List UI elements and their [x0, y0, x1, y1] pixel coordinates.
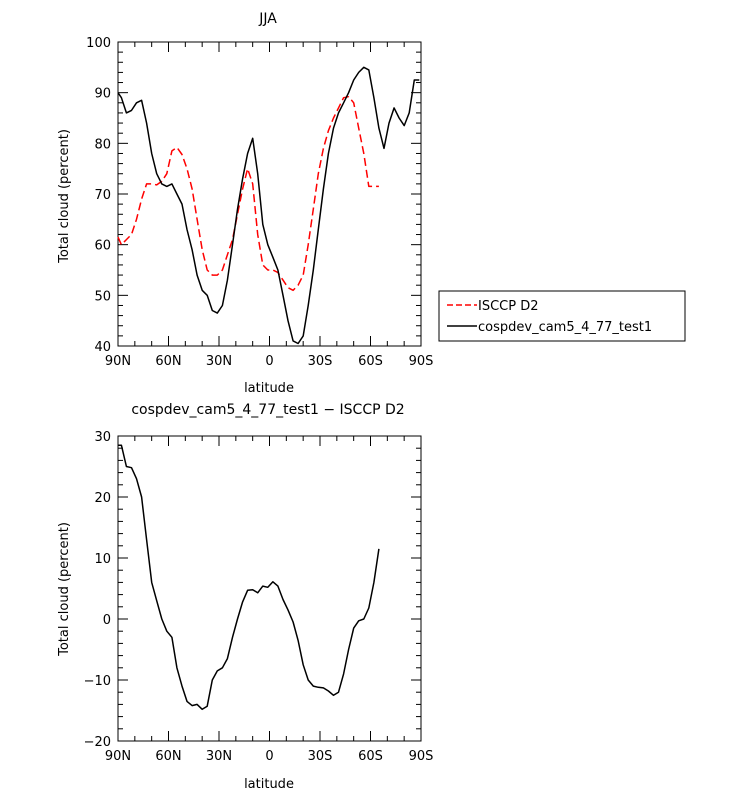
top-y-tick-label: 100: [86, 36, 111, 51]
top-plot-area: 90N 60N 30N 0 30S 60S 90S 40 50 60 70 80 90 100: [86, 36, 433, 369]
top-x-tick-label: 60N: [155, 354, 181, 369]
top-series-line-1: [117, 95, 379, 292]
legend-label-isccp: ISCCP D2: [478, 299, 539, 314]
top-y-tick-label: 60: [94, 239, 111, 254]
top-x-tick-label: 30N: [206, 354, 232, 369]
legend: ISCCP D2 cospdev_cam5_4_77_test1: [438, 290, 686, 342]
bottom-y-tick-label: 10: [94, 552, 111, 567]
bottom-y-tick-label: −10: [84, 674, 111, 689]
top-frame: [117, 41, 422, 347]
bottom-x-tick-label: 60S: [358, 749, 383, 764]
bottom-panel: cospdev_cam5_4_77_test1 − ISCCP D2 90N 60…: [57, 402, 433, 792]
bottom-series-line-1: [118, 444, 380, 711]
top-series-line-2: [117, 66, 420, 345]
top-y-axis-label: Total cloud (percent): [57, 129, 72, 264]
top-x-tick-label: 30S: [308, 354, 333, 369]
top-panel: JJA 90N 60N 30N 0 30S 60S 90S 40 50 60 70 80 90 100 l…: [57, 11, 433, 396]
bottom-frame: [117, 435, 422, 742]
bottom-y-axis-label: Total cloud (percent): [57, 522, 72, 657]
bottom-y-tick-label: −20: [84, 735, 111, 750]
bottom-plot-area: 90N 60N 30N 0 30S 60S 90S −20 −10 0 10 20 30: [84, 430, 434, 764]
top-x-tick-label: 90S: [409, 354, 434, 369]
bottom-x-tick-label: 30S: [308, 749, 333, 764]
legend-box: [438, 290, 686, 342]
legend-label-model: cospdev_cam5_4_77_test1: [478, 320, 652, 335]
bottom-y-tick-label: 0: [103, 613, 111, 628]
bottom-title: cospdev_cam5_4_77_test1 − ISCCP D2: [131, 402, 404, 418]
top-x-tick-label: 0: [265, 354, 273, 369]
bottom-x-tick-label: 90S: [409, 749, 434, 764]
top-y-tick-label: 80: [94, 137, 111, 152]
top-y-tick-label: 40: [94, 340, 111, 355]
top-y-tick-label: 50: [94, 289, 111, 304]
top-x-tick-label: 60S: [358, 354, 383, 369]
bottom-x-axis-label: latitude: [244, 777, 294, 792]
bottom-x-tick-label: 30N: [206, 749, 232, 764]
top-y-tick-label: 90: [94, 87, 111, 102]
bottom-x-tick-label: 90N: [105, 749, 131, 764]
bottom-x-tick-label: 60N: [155, 749, 181, 764]
bottom-y-tick-label: 30: [94, 430, 111, 445]
bottom-y-tick-label: 20: [94, 491, 111, 506]
bottom-x-tick-label: 0: [265, 749, 273, 764]
top-title: JJA: [258, 11, 277, 27]
top-x-tick-label: 90N: [105, 354, 131, 369]
top-x-axis-label: latitude: [244, 381, 294, 396]
top-y-tick-label: 70: [94, 188, 111, 203]
